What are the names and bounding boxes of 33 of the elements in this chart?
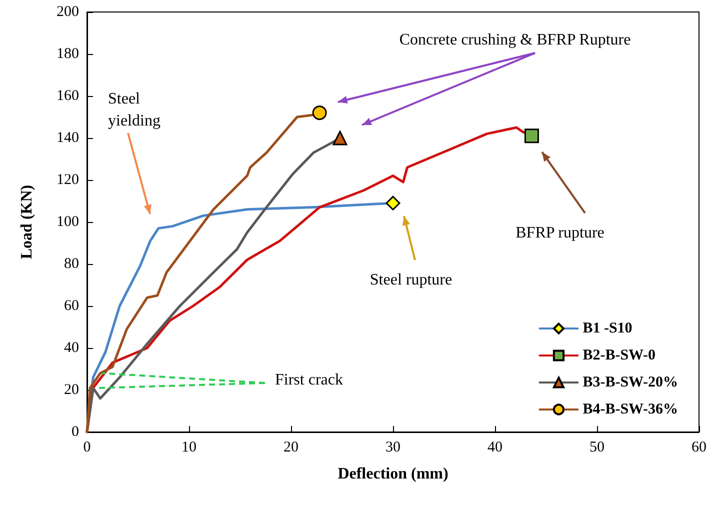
y-tick-label: 80 bbox=[64, 256, 79, 272]
annotation: Steel rupture bbox=[370, 272, 452, 288]
legend-label: B4-B-SW-36% bbox=[582, 402, 678, 418]
y-tick-label: 0 bbox=[72, 424, 79, 440]
point bbox=[386, 196, 400, 210]
legend-label: B1 -S10 bbox=[582, 320, 632, 336]
y-tick-label: 140 bbox=[56, 130, 79, 146]
y-tick-label: 160 bbox=[56, 88, 79, 104]
x-tick-label: 20 bbox=[284, 440, 298, 456]
y-tick-label: 180 bbox=[56, 46, 79, 62]
y-tick-label: 120 bbox=[56, 172, 79, 188]
y-axis-title: Load (KN) bbox=[18, 184, 36, 260]
y-tick-label: 200 bbox=[56, 4, 79, 20]
y-tick-label: 60 bbox=[64, 298, 79, 314]
annotation: Concrete crushing & BFRP Rupture bbox=[399, 32, 631, 48]
annotation: First crack bbox=[275, 372, 343, 388]
point bbox=[312, 106, 327, 120]
annotation: Steel yielding bbox=[108, 90, 160, 130]
point bbox=[332, 130, 348, 146]
legend-label: B3-B-SW-20% bbox=[582, 374, 678, 390]
y-tick-label: 20 bbox=[64, 382, 79, 398]
y-tick-label: 40 bbox=[64, 340, 79, 356]
y-tick-label: 100 bbox=[56, 214, 79, 230]
x-tick-label: 50 bbox=[590, 440, 604, 456]
x-tick-label: 0 bbox=[83, 440, 91, 456]
point bbox=[524, 128, 539, 144]
legend-label: B2-B-SW-0 bbox=[582, 348, 656, 364]
x-tick-label: 60 bbox=[692, 440, 706, 456]
x-tick-label: 10 bbox=[182, 440, 196, 456]
x-axis-title: Deflection (mm) bbox=[338, 466, 448, 482]
x-tick-label: 30 bbox=[386, 440, 400, 456]
annotation: BFRP rupture bbox=[516, 224, 604, 242]
x-tick-label: 40 bbox=[488, 440, 502, 456]
